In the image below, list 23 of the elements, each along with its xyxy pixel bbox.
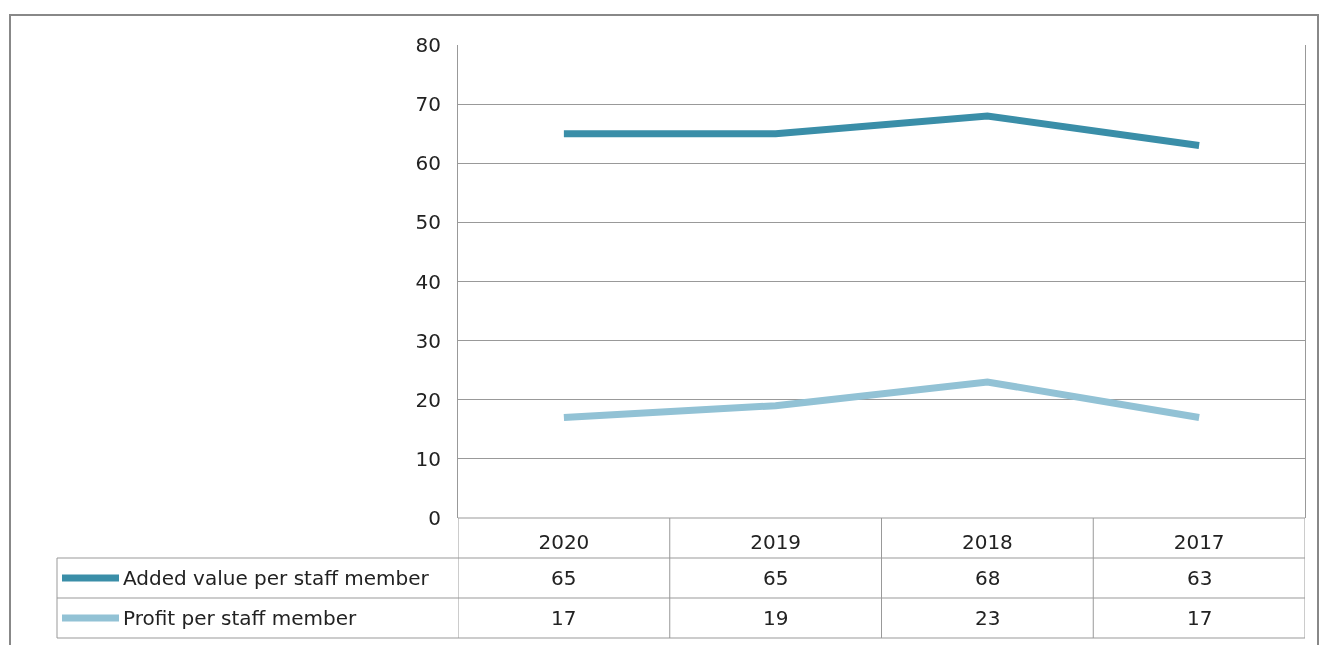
y-tick-label: 40 (415, 269, 441, 294)
data-label: 19 (763, 606, 789, 630)
data-label: 17 (1187, 606, 1213, 630)
y-tick-label: 0 (428, 506, 441, 530)
y-tick-label: 60 (415, 151, 441, 176)
data-label: 23 (975, 606, 1001, 630)
y-tick-label: 20 (415, 387, 441, 412)
y-tick-label: 10 (415, 446, 441, 471)
data-label: 65 (763, 566, 789, 590)
data-label: 65 (551, 566, 577, 590)
x-tick-label: 2019 (750, 530, 802, 554)
y-tick-label: 70 (415, 92, 441, 117)
x-tick-label: 2017 (1173, 530, 1225, 554)
data-label: 63 (1187, 566, 1213, 590)
x-tick-label: 2018 (961, 530, 1013, 554)
y-tick-label: 30 (415, 328, 441, 353)
legend-label: Profit per staff member (123, 606, 358, 630)
data-label: 68 (975, 566, 1001, 590)
x-tick-label: 2020 (538, 530, 590, 554)
y-tick-label: 80 (415, 33, 441, 57)
data-label: 17 (551, 606, 577, 630)
legend-label: Added value per staff member (123, 566, 430, 590)
y-tick-label: 50 (415, 210, 441, 235)
